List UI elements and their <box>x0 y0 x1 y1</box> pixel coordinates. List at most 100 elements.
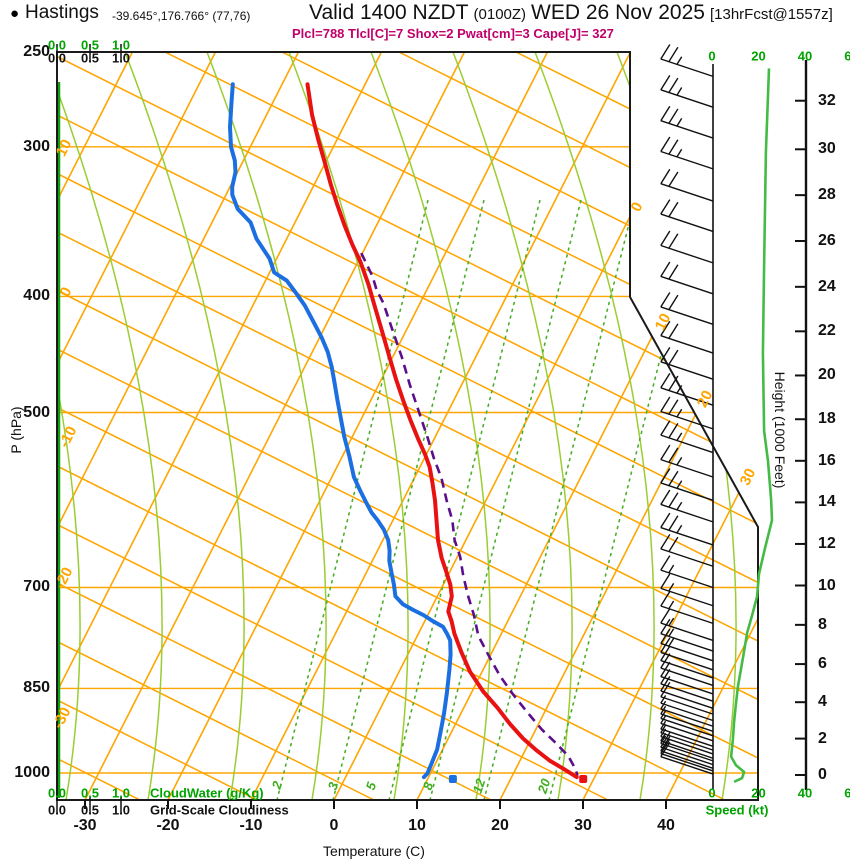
wind-barb-feather <box>668 294 679 310</box>
wind-barbs <box>660 44 714 775</box>
wind-barb-halffeather <box>668 628 675 637</box>
wind-barb-feather <box>660 591 671 607</box>
wind-barb-halffeather <box>660 715 667 724</box>
wind-barb-feather <box>660 420 671 436</box>
wind-barb-halffeather <box>676 524 683 534</box>
wind-barb-shaft <box>660 120 714 139</box>
pressure-tick-label: 850 <box>23 679 50 697</box>
wind-barb-shaft <box>660 750 714 769</box>
wind-barb-shaft <box>660 361 714 380</box>
wind-barb-shaft <box>660 183 714 202</box>
temperature-tick-label: -20 <box>156 817 180 834</box>
wind-barb-feather <box>660 618 671 635</box>
chart-header: ● Hastings -39.645°,176.766° (77,76) Val… <box>0 0 850 46</box>
height-tick-label: 28 <box>818 186 836 204</box>
wind-barb-feather <box>668 375 679 391</box>
mixing-ratio-line <box>388 199 541 800</box>
temperature-tick-label: 40 <box>657 817 675 834</box>
wind-barb-feather <box>668 323 679 339</box>
height-tick-label: 24 <box>818 277 836 295</box>
wind-barb-feather <box>668 46 679 63</box>
pressure-tick-label: 300 <box>23 137 50 155</box>
moist-adiabat-line <box>57 52 81 800</box>
wind-barb-halffeather <box>668 583 675 592</box>
temperature-tick-label: 30 <box>574 817 592 834</box>
valid-date: WED 26 Nov 2025 <box>531 1 705 24</box>
moist-adiabat-line <box>206 52 327 800</box>
wind-barb-feather <box>660 105 671 122</box>
wind-barb-shaft <box>660 708 714 727</box>
height-tick-label: 16 <box>818 451 836 469</box>
wind-barb-feather <box>660 372 671 389</box>
station-name: Hastings <box>25 2 99 23</box>
cloudwater-tick-bottom: 0.5 <box>80 785 100 801</box>
wind-barb-shaft <box>660 713 714 732</box>
wind-barb-halffeather <box>676 432 683 441</box>
height-tick-label: 18 <box>818 410 836 428</box>
wind-barb-halffeather <box>668 617 675 627</box>
wind-barb-shaft <box>660 742 714 762</box>
moist-adiabat-line <box>124 52 245 800</box>
wind-barb-shaft <box>660 675 714 695</box>
moist-adiabat-line <box>288 52 409 800</box>
cloudiness-tick-top: 0.0 <box>47 50 67 66</box>
wind-barb-shaft <box>660 683 714 702</box>
wind-barb-feather <box>668 423 679 439</box>
forecast-tag: [13hrFcst@1557z] <box>709 6 833 23</box>
wind-barb-halffeather <box>660 700 667 710</box>
height-tick-label: 30 <box>818 140 836 158</box>
isotherm-line <box>582 52 758 800</box>
moist-adiabat-line <box>534 52 655 800</box>
dry-adiabat-line <box>57 52 726 800</box>
wind-barb-shaft <box>660 434 714 454</box>
speed-tick-label-bottom: 0 <box>708 785 716 801</box>
height-tick-label: 6 <box>818 655 827 673</box>
height-tick-label: 4 <box>818 693 827 711</box>
cloudiness-tick-top: 0.5 <box>80 50 100 66</box>
wind-barb-feather <box>660 75 671 91</box>
wind-barb-shaft <box>660 728 714 747</box>
station-bullet-icon: ● <box>10 5 20 22</box>
isotherm-line <box>57 52 385 800</box>
height-axis-title: Height (1000 Feet) <box>772 371 788 489</box>
temperature-tick-label: -30 <box>73 817 97 834</box>
pressure-tick-label: 700 <box>23 578 50 596</box>
wind-barb-feather <box>668 139 679 155</box>
dewpoint-curve <box>228 82 453 780</box>
wind-barb-feather <box>660 681 671 698</box>
stability-indices: Plcl=788 Tlcl[C]=7 Shox=2 Pwat[cm]=3 Cap… <box>292 26 614 41</box>
wind-barb-halffeather <box>660 695 667 704</box>
wind-barb-halffeather <box>676 87 683 96</box>
station-coordinates: -39.645°,176.766° (77,76) <box>112 9 251 23</box>
wind-barb-feather <box>660 653 671 669</box>
pressure-tick-label: 1000 <box>14 764 50 781</box>
wind-barb-halffeather <box>676 480 683 489</box>
wind-barb-feather <box>660 676 671 692</box>
wind-barb-halffeather <box>676 501 683 511</box>
temperature-tick-label: 20 <box>491 817 509 834</box>
wind-barb-feather <box>668 447 679 463</box>
dry-adiabat-line <box>277 52 758 800</box>
speed-tick-label-bottom: 40 <box>797 785 813 801</box>
wind-barb-feather <box>668 515 679 531</box>
isotherm-line <box>665 52 758 800</box>
mixing-ratio-line <box>483 199 636 800</box>
wind-barb-feather <box>660 347 671 363</box>
height-tick-label: 20 <box>818 366 836 384</box>
dry-adiabat-line <box>57 52 758 800</box>
wind-barb-feather <box>660 732 671 748</box>
wind-barb-feather <box>660 320 671 337</box>
height-tick-label: 22 <box>818 322 836 340</box>
wind-barb-feather <box>660 645 671 661</box>
wind-barb-halffeather <box>660 724 667 734</box>
cloudiness-tick-bottom: 1.0 <box>111 802 131 818</box>
cloudiness-tick-bottom: 0.0 <box>47 802 67 818</box>
wind-barb-feather <box>660 168 671 185</box>
wind-barb-shaft <box>660 569 714 589</box>
wind-barb-feather <box>660 736 671 752</box>
cloudiness-scale-label: Grid-Scale Cloudiness <box>150 802 289 818</box>
wind-barb-feather <box>660 136 671 152</box>
speed-axis-title: Speed (kt) <box>705 802 769 818</box>
wind-barb-feather <box>660 741 671 758</box>
